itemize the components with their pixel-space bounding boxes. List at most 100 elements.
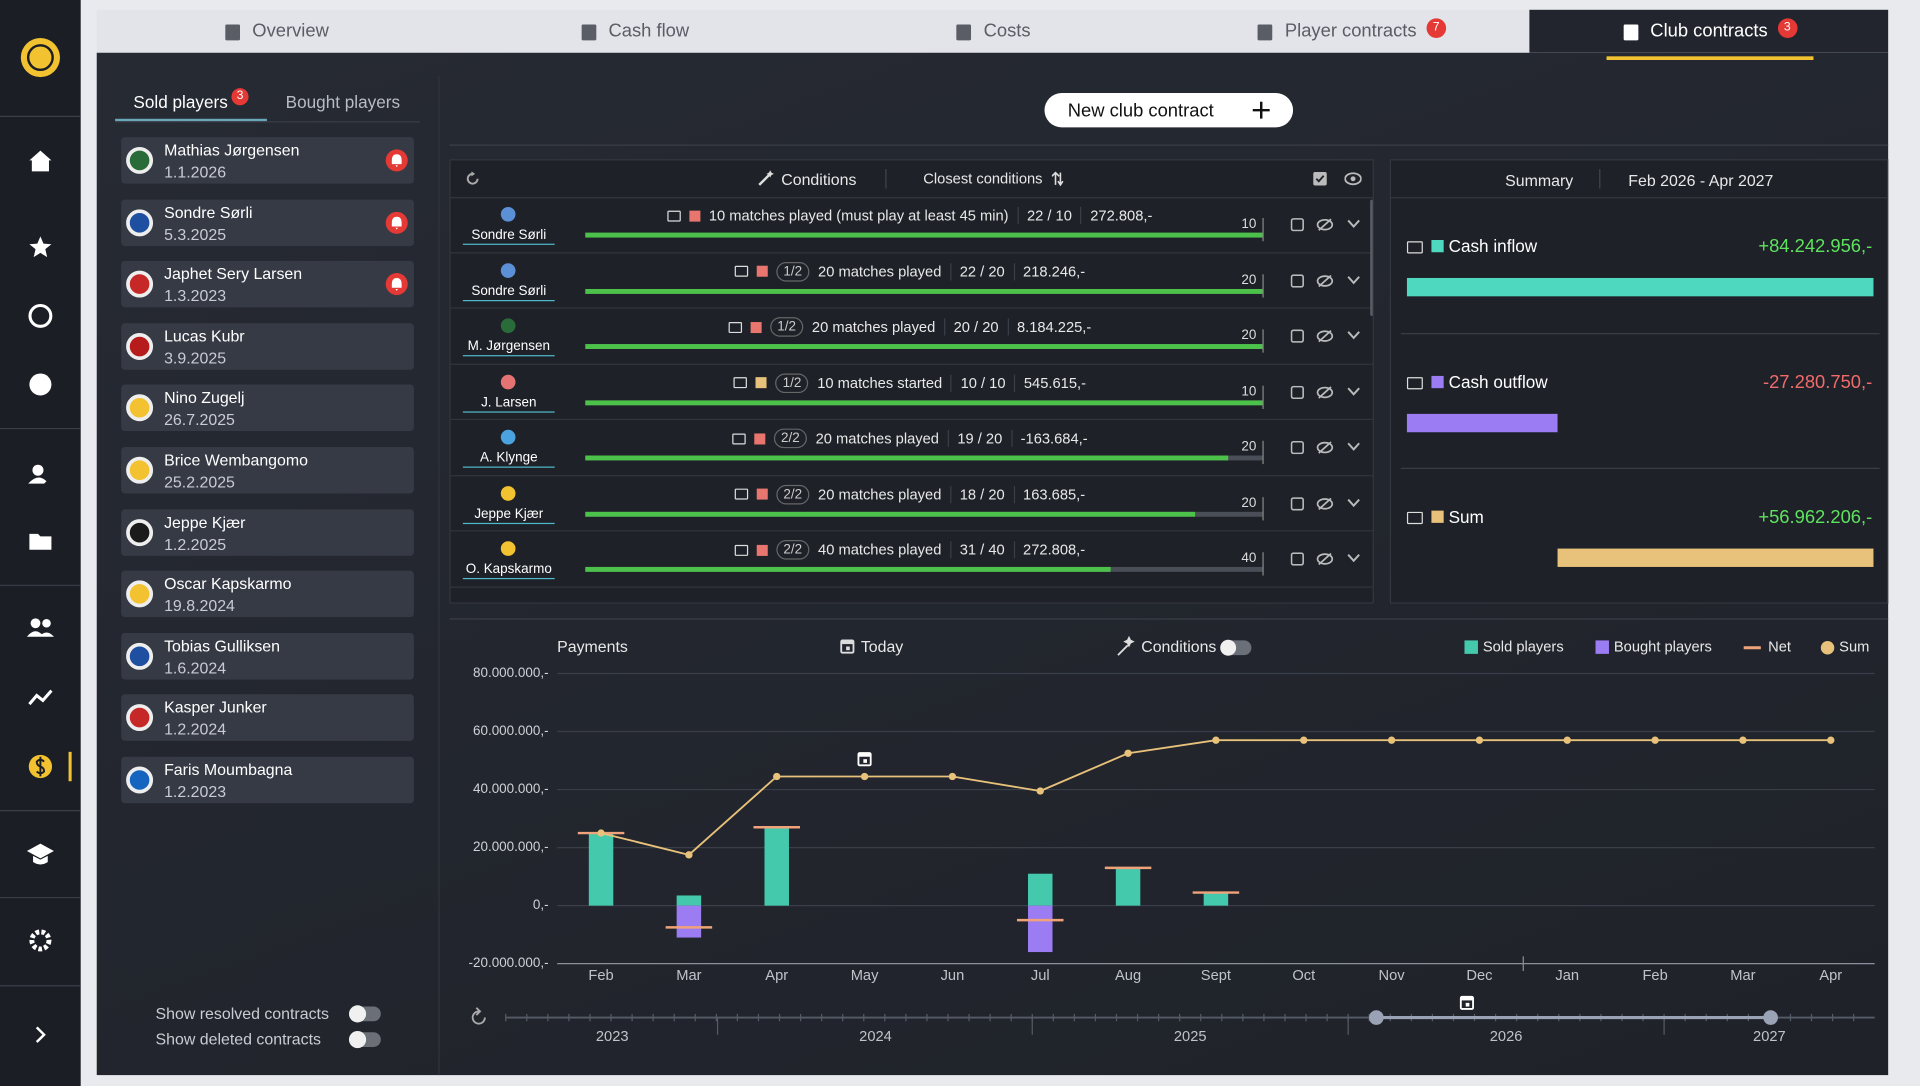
hide-icon[interactable] <box>1316 441 1334 454</box>
expand-icon[interactable] <box>35 1026 46 1043</box>
refresh-icon[interactable] <box>465 171 480 186</box>
condition-line: 1/2 20 matches played 20 / 20 8.184.225,- <box>585 317 1234 337</box>
folder-icon[interactable] <box>29 533 52 550</box>
settings-icon[interactable] <box>29 929 52 952</box>
row-checkbox[interactable] <box>1290 385 1304 399</box>
alert-icon[interactable] <box>385 211 408 234</box>
sum-point <box>1387 736 1396 744</box>
ball-icon[interactable] <box>28 303 53 328</box>
contract-row[interactable]: J. Larsen 1/2 10 matches started 10 / 10 545… <box>450 364 1373 421</box>
expand-icon[interactable] <box>1347 386 1360 396</box>
toggle-switch[interactable] <box>348 1031 381 1049</box>
legend-label[interactable]: Sold players <box>1483 640 1564 656</box>
player-card[interactable]: Nino Zugelj 26.7.2025 <box>121 384 414 432</box>
progress-bar <box>585 511 1195 517</box>
sidebar-tab[interactable]: Bought players <box>267 83 419 120</box>
trend-icon[interactable] <box>28 689 53 706</box>
expand-icon[interactable] <box>1347 219 1360 229</box>
hide-icon[interactable] <box>1316 218 1334 231</box>
expand-icon[interactable] <box>1347 553 1360 563</box>
today-button[interactable]: Today <box>861 639 903 656</box>
hide-icon[interactable] <box>1316 274 1334 287</box>
player-card[interactable]: Oscar Kapskarmo 19.8.2024 <box>121 570 414 618</box>
hide-icon[interactable] <box>1316 497 1334 510</box>
tab[interactable]: Player contracts 7 <box>1172 10 1530 53</box>
row-checkbox[interactable] <box>1290 273 1304 288</box>
player-card[interactable]: Kasper Junker 1.2.2024 <box>121 694 414 742</box>
contract-row[interactable]: M. Jørgensen 1/2 20 matches played 20 / 20 8… <box>450 309 1373 365</box>
condition-text: 40 matches played <box>818 541 942 559</box>
row-checkbox[interactable] <box>1290 440 1304 455</box>
player-card[interactable]: Japhet Sery Larsen 1.3.2023 <box>121 261 414 308</box>
legend-label[interactable]: Bought players <box>1614 640 1712 656</box>
summary-divider <box>1599 168 1601 189</box>
contract-row[interactable]: Jeppe Kjær 2/2 20 matches played 18 / 20 163… <box>450 476 1373 532</box>
expand-icon[interactable] <box>1347 442 1360 452</box>
expand-icon[interactable] <box>1347 275 1360 285</box>
globe-icon[interactable] <box>29 373 52 396</box>
progress-bar <box>585 399 1263 405</box>
row-checkbox[interactable] <box>1290 552 1304 566</box>
range-handle[interactable] <box>1763 1010 1778 1025</box>
hide-icon[interactable] <box>1316 385 1334 398</box>
hide-icon[interactable] <box>1316 552 1334 566</box>
contract-date: 25.2.2025 <box>164 472 235 492</box>
range-handle[interactable] <box>1368 1010 1384 1025</box>
player-name: Sondre Sørli <box>462 228 555 245</box>
contracts-table: Conditions Closest conditions Sondre Sørli… <box>449 159 1374 604</box>
row-checkbox[interactable] <box>1290 496 1304 510</box>
new-contract-button[interactable]: New club contract <box>1044 93 1294 128</box>
player-card[interactable]: Tobias Gulliksen 1.6.2024 <box>121 632 414 680</box>
summary-period[interactable]: Feb 2026 - Apr 2027 <box>1628 171 1774 190</box>
player-card[interactable]: Mathias Jørgensen 1.1.2026 <box>121 137 414 184</box>
sort-icon[interactable] <box>1051 171 1064 187</box>
tab[interactable]: Overview <box>97 10 455 53</box>
star-icon[interactable] <box>29 236 52 258</box>
player-card[interactable]: Lucas Kubr 3.9.2025 <box>121 323 414 370</box>
section-line <box>449 144 1889 146</box>
table-header: Conditions Closest conditions <box>450 160 1373 199</box>
alert-icon[interactable] <box>385 149 408 172</box>
player-card[interactable]: Brice Wembangomo 25.2.2025 <box>121 446 414 494</box>
toggle-switch[interactable] <box>348 1005 381 1023</box>
people-icon[interactable] <box>30 618 41 629</box>
tab[interactable]: Club contracts 3 <box>1529 9 1889 60</box>
contract-row[interactable]: A. Klynge 2/2 20 matches played 19 / 20 -163… <box>450 420 1373 476</box>
tab[interactable]: Cash flow <box>455 10 813 53</box>
conditions-label[interactable]: Conditions <box>781 170 857 189</box>
toggle-knob <box>348 1031 367 1049</box>
scout-icon[interactable] <box>32 464 44 476</box>
card-icon <box>667 210 681 222</box>
timeline: 2023 2024 2025 2026 2027 <box>471 1007 1875 1045</box>
card-icon <box>734 488 748 500</box>
sidebar-tab[interactable]: Sold players 3 <box>115 83 267 122</box>
home-icon[interactable] <box>29 150 52 172</box>
scout-icon-body <box>28 477 47 484</box>
alert-icon[interactable] <box>385 273 408 296</box>
legend-label[interactable]: Net <box>1768 640 1791 656</box>
expand-icon[interactable] <box>1347 331 1360 341</box>
tab[interactable]: Costs <box>813 10 1171 53</box>
row-checkbox[interactable] <box>1290 329 1304 343</box>
reset-icon[interactable] <box>471 1007 486 1025</box>
player-card[interactable]: Jeppe Kjær 1.2.2025 <box>121 508 414 556</box>
player-card[interactable]: Sondre Sørli 5.3.2025 <box>121 199 414 246</box>
contract-row[interactable]: Sondre Sørli 1/2 20 matches played 22 / 20 2… <box>450 253 1373 309</box>
x-tick-label: Jan <box>1555 968 1579 984</box>
hide-icon[interactable] <box>1316 329 1334 343</box>
player-card[interactable]: Faris Moumbagna 1.2.2023 <box>121 756 414 804</box>
contract-row[interactable]: Sondre Sørli 10 matches played (must play… <box>450 197 1373 253</box>
visibility-icon[interactable] <box>1344 171 1362 186</box>
sort-label[interactable]: Closest conditions <box>923 170 1043 188</box>
target-label: 20 <box>1241 272 1257 288</box>
select-all-icon[interactable] <box>1313 171 1328 186</box>
academy-icon[interactable] <box>26 843 54 865</box>
sum-point <box>773 772 781 781</box>
expand-icon[interactable] <box>1347 498 1360 508</box>
club-logo[interactable] <box>20 37 61 78</box>
contract-row[interactable]: O. Kapskarmo 2/2 40 matches played 31 / 40 2… <box>450 531 1373 588</box>
row-checkbox[interactable] <box>1290 218 1304 232</box>
progress-text: 22 / 10 <box>1017 206 1072 225</box>
legend-label[interactable]: Sum <box>1839 640 1869 656</box>
